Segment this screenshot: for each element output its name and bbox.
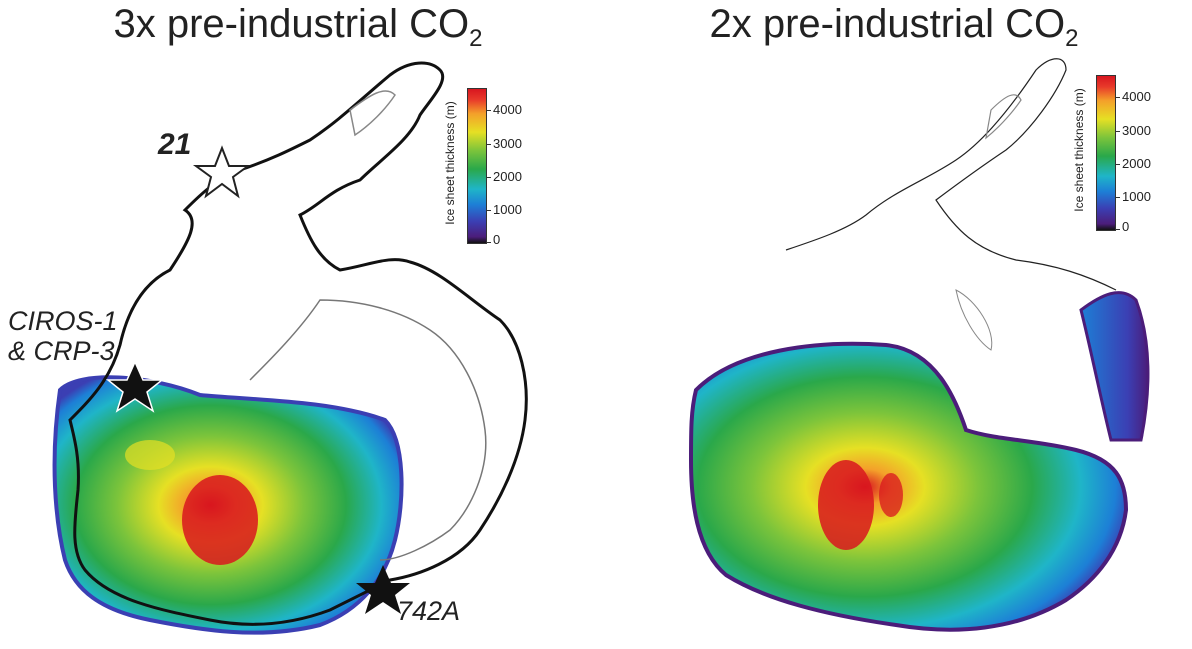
panel-2x-co2: 2x pre-industrial CO2	[596, 0, 1192, 649]
title-text: 3x pre-industrial CO	[113, 2, 470, 46]
colorbar-tick: 1000	[1122, 189, 1151, 204]
colorbar-tick: 0	[1122, 219, 1130, 234]
colorbar-tick: 1000	[493, 202, 522, 217]
thick-ice-core	[182, 475, 258, 565]
title-text: 2x pre-industrial CO	[709, 2, 1066, 46]
colorbar-tick: 4000	[1122, 89, 1151, 104]
site-742a-star	[356, 565, 410, 614]
site-ciros-star	[105, 360, 165, 413]
panel-title: 2x pre-industrial CO2	[596, 2, 1192, 53]
ice-sheet-map	[52, 61, 528, 635]
colorbar-tick: 2000	[1122, 156, 1151, 171]
colorbar-title: Ice sheet thickness (m)	[1072, 88, 1086, 212]
site-label-ciros: CIROS-1	[8, 306, 118, 336]
colorbar-tick: 3000	[493, 136, 522, 151]
site-21-star	[192, 145, 252, 199]
coastline-thin	[785, 58, 1117, 291]
colorbar-title: Ice sheet thickness (m)	[443, 101, 457, 225]
ice-patch-east	[1079, 291, 1150, 442]
ice-sheet-map	[688, 58, 1150, 632]
grounding-line	[249, 299, 487, 561]
ice-sheet-extent	[688, 341, 1129, 632]
site-label-21: 21	[158, 128, 192, 161]
panel-3x-co2: 3x pre-industrial CO2	[0, 2, 596, 635]
title-subscript: 2	[469, 25, 483, 52]
site-label-crp: & CRP-3	[8, 336, 115, 366]
colorbar-tick: 4000	[493, 102, 522, 117]
colorbar-gradient	[467, 88, 487, 244]
panel-title: 3x pre-industrial CO2	[0, 2, 596, 53]
colorbar-tick: 2000	[493, 169, 522, 184]
colorbar-tick: 0	[493, 232, 501, 247]
site-label-742a: 742A	[397, 596, 461, 626]
colorbar-tick: 3000	[1122, 123, 1151, 138]
title-subscript: 2	[1065, 25, 1079, 52]
thick-ice-core	[818, 460, 874, 550]
colorbar-gradient	[1096, 75, 1116, 231]
